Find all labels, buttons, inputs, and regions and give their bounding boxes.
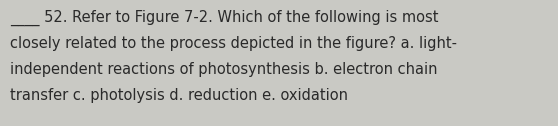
Text: closely related to the process depicted in the figure? a. light-: closely related to the process depicted … bbox=[10, 36, 457, 51]
Text: independent reactions of photosynthesis b. electron chain: independent reactions of photosynthesis … bbox=[10, 62, 437, 77]
Text: ____ 52. Refer to Figure 7-2. Which of the following is most: ____ 52. Refer to Figure 7-2. Which of t… bbox=[10, 10, 439, 26]
Text: transfer c. photolysis d. reduction e. oxidation: transfer c. photolysis d. reduction e. o… bbox=[10, 88, 348, 103]
